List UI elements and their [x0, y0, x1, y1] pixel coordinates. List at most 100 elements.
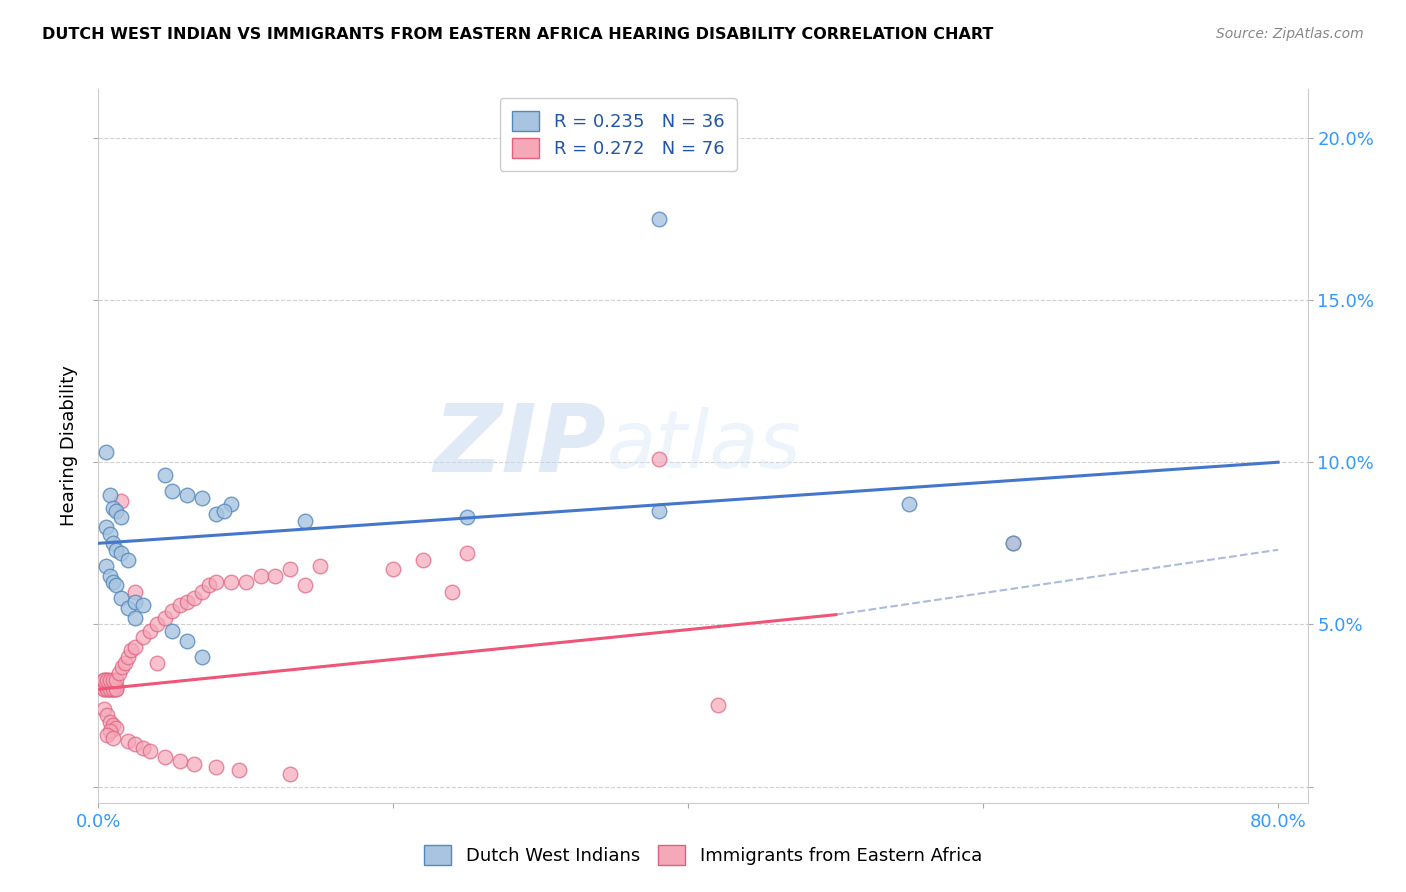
Point	[98, 682, 121, 697]
Point	[131, 631, 153, 645]
Point	[278, 766, 301, 780]
Point	[294, 578, 316, 592]
Point	[205, 760, 228, 774]
Point	[98, 488, 121, 502]
Point	[105, 542, 128, 557]
Point	[124, 611, 146, 625]
Point	[101, 682, 124, 697]
Point	[131, 740, 153, 755]
Point	[648, 452, 671, 467]
Text: ZIP: ZIP	[433, 400, 606, 492]
Point	[308, 559, 330, 574]
Point	[219, 497, 242, 511]
Point	[249, 568, 271, 582]
Point	[105, 682, 128, 697]
Point	[101, 682, 124, 697]
Point	[1001, 536, 1024, 550]
Point	[98, 682, 121, 697]
Point	[110, 510, 132, 524]
Point	[198, 578, 221, 592]
Point	[183, 756, 205, 771]
Point	[94, 445, 117, 459]
Point	[101, 500, 124, 515]
Point	[114, 657, 136, 671]
Point	[98, 673, 121, 687]
Point	[117, 734, 139, 748]
Point	[117, 649, 139, 664]
Point	[190, 649, 212, 664]
Point	[441, 585, 464, 599]
Point	[101, 731, 124, 745]
Point	[105, 721, 128, 735]
Point	[706, 698, 728, 713]
Point	[124, 640, 146, 654]
Point	[101, 575, 124, 590]
Point	[212, 504, 235, 518]
Point	[98, 682, 121, 697]
Point	[124, 595, 146, 609]
Point	[160, 484, 183, 499]
Point	[139, 624, 162, 638]
Point	[169, 598, 191, 612]
Point	[382, 562, 405, 576]
Point	[105, 504, 128, 518]
Point	[101, 536, 124, 550]
Point	[219, 575, 242, 590]
Point	[160, 604, 183, 618]
Point	[228, 764, 250, 778]
Point	[110, 591, 132, 606]
Point	[190, 491, 212, 505]
Point	[93, 682, 115, 697]
Point	[124, 738, 146, 752]
Point	[169, 754, 191, 768]
Point	[96, 673, 118, 687]
Point	[117, 601, 139, 615]
Point	[1001, 536, 1024, 550]
Point	[153, 750, 176, 764]
Point	[98, 526, 121, 541]
Point	[96, 728, 118, 742]
Point	[101, 682, 124, 697]
Point	[105, 679, 128, 693]
Point	[176, 595, 198, 609]
Point	[648, 504, 671, 518]
Point	[124, 585, 146, 599]
Point	[110, 546, 132, 560]
Point	[93, 673, 115, 687]
Y-axis label: Hearing Disability: Hearing Disability	[59, 366, 77, 526]
Legend: Dutch West Indians, Immigrants from Eastern Africa: Dutch West Indians, Immigrants from East…	[413, 834, 993, 876]
Point	[160, 624, 183, 638]
Point	[190, 585, 212, 599]
Point	[98, 724, 121, 739]
Point	[101, 675, 124, 690]
Point	[153, 611, 176, 625]
Point	[105, 578, 128, 592]
Point	[98, 714, 121, 729]
Point	[111, 659, 134, 673]
Point	[93, 673, 115, 687]
Point	[105, 682, 128, 697]
Text: Source: ZipAtlas.com: Source: ZipAtlas.com	[1216, 27, 1364, 41]
Point	[146, 657, 169, 671]
Point	[101, 673, 124, 687]
Point	[146, 617, 169, 632]
Point	[139, 744, 162, 758]
Point	[205, 507, 228, 521]
Point	[98, 568, 121, 582]
Point	[120, 643, 142, 657]
Point	[105, 673, 128, 687]
Point	[412, 552, 434, 566]
Point	[117, 552, 139, 566]
Point	[183, 591, 205, 606]
Point	[96, 673, 118, 687]
Point	[235, 575, 257, 590]
Point	[96, 682, 118, 697]
Point	[176, 488, 198, 502]
Point	[96, 679, 118, 693]
Point	[98, 675, 121, 690]
Point	[93, 682, 115, 697]
Point	[93, 679, 115, 693]
Point	[131, 598, 153, 612]
Point	[456, 510, 478, 524]
Point	[294, 514, 316, 528]
